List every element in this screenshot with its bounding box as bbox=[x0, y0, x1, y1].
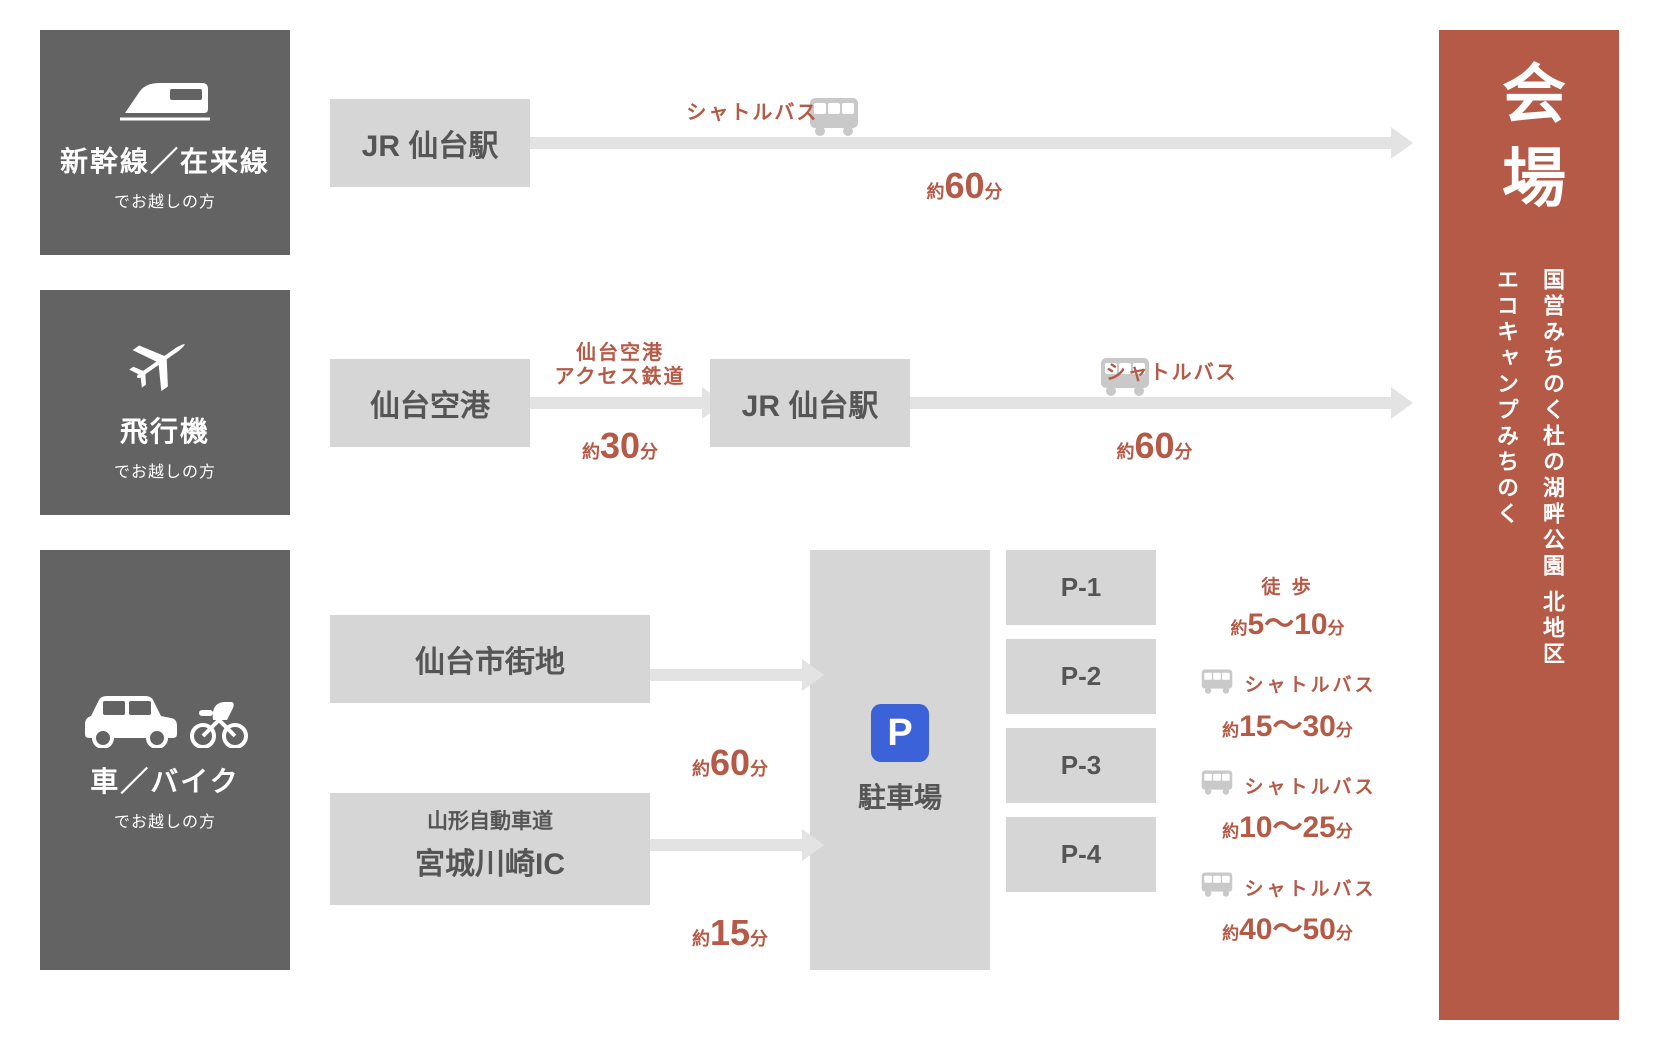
arrow-method-2a: 仙台空港アクセス鉄道 bbox=[530, 341, 710, 389]
station-miyagi-kawasaki-ic: 宮城川崎IC bbox=[330, 835, 650, 905]
origin-title-plane: 飛行機 bbox=[120, 410, 210, 450]
plane-icon bbox=[123, 323, 207, 398]
route-row-train: 新幹線／在来線 でお越しの方 JR 仙台駅 シャトルバス 約60分 bbox=[40, 30, 1419, 255]
arrow-duration-2a: 約30分 bbox=[530, 425, 710, 467]
route-row-car: 車／バイク でお越しの方 仙台市街地 山形自動車道 宮城川崎IC 約60分 bbox=[40, 550, 1419, 970]
p-time-4: シャトルバス 約40〜50分 bbox=[1176, 870, 1399, 948]
p-time-1-dur: 約5〜10分 bbox=[1230, 599, 1344, 643]
p-time-3-dur: 約10〜25分 bbox=[1222, 802, 1353, 846]
p-time-1: 徒 歩 約5〜10分 bbox=[1176, 572, 1399, 643]
parking-slot-2: P-2 bbox=[1006, 639, 1156, 714]
arrow-method-1: シャトルバス bbox=[686, 101, 818, 125]
arrow-airport-to-jr: 仙台空港アクセス鉄道 約30分 bbox=[530, 363, 710, 443]
parking-label: 駐車場 bbox=[858, 776, 942, 816]
route-row-plane: 飛行機 でお越しの方 仙台空港 仙台空港アクセス鉄道 約30分 JR 仙台駅 シ… bbox=[40, 290, 1419, 515]
lane-train: JR 仙台駅 シャトルバス 約60分 bbox=[290, 30, 1419, 255]
station-jr-sendai-2: JR 仙台駅 bbox=[710, 359, 910, 447]
parking-slots: P-1 P-2 P-3 P-4 bbox=[1006, 550, 1156, 970]
arrow-jr-to-venue-2: シャトルバス 約60分 bbox=[910, 363, 1399, 443]
station-sendai-city: 仙台市街地 bbox=[330, 615, 650, 703]
parking-slot-3: P-3 bbox=[1006, 728, 1156, 803]
arrow-duration-3b: 約15分 bbox=[650, 912, 810, 954]
p-time-4-method: シャトルバス bbox=[1198, 870, 1376, 904]
p-time-2-dur: 約15〜30分 bbox=[1222, 701, 1353, 745]
venue-panel: 会場 国営みちのく杜の湖畔公園 北地区 エコキャンプみちのく bbox=[1439, 30, 1619, 1020]
parking-slot-1: P-1 bbox=[1006, 550, 1156, 625]
origin-title-train: 新幹線／在来線 bbox=[60, 140, 270, 180]
p-time-3: シャトルバス 約10〜25分 bbox=[1176, 768, 1399, 846]
venue-subtitle-wrap: 国営みちのく杜の湖畔公園 北地区 エコキャンプみちのく bbox=[1490, 268, 1568, 668]
parking-box: P 駐車場 bbox=[810, 550, 990, 970]
p-time-2: シャトルバス 約15〜30分 bbox=[1176, 667, 1399, 745]
lane-plane: 仙台空港 仙台空港アクセス鉄道 約30分 JR 仙台駅 シャトルバス 約60分 bbox=[290, 290, 1419, 515]
bus-icon bbox=[1198, 768, 1236, 802]
venue-subtitle-1: 国営みちのく杜の湖畔公園 北地区 bbox=[1536, 268, 1568, 668]
origin-title-car: 車／バイク bbox=[90, 760, 239, 800]
arrow-route-a: 約60分 bbox=[650, 590, 810, 760]
station-jr-sendai-1: JR 仙台駅 bbox=[330, 99, 530, 187]
venue-subtitle-2: エコキャンプみちのく bbox=[1490, 268, 1522, 668]
parking-slot-4: P-4 bbox=[1006, 817, 1156, 892]
p-time-1-method: 徒 歩 bbox=[1261, 572, 1313, 599]
parking-icon: P bbox=[871, 704, 929, 762]
origin-sub-train: でお越しの方 bbox=[114, 188, 216, 212]
bus-icon bbox=[1198, 667, 1236, 701]
car-bike-icon bbox=[81, 688, 249, 748]
car-routes: 仙台市街地 山形自動車道 宮城川崎IC bbox=[330, 550, 650, 970]
train-icon bbox=[120, 73, 210, 128]
origin-box-train: 新幹線／在来線 でお越しの方 bbox=[40, 30, 290, 255]
p-time-4-dur: 約40〜50分 bbox=[1222, 904, 1353, 948]
arrow-route-b: 約15分 bbox=[650, 760, 810, 930]
p-time-2-method: シャトルバス bbox=[1198, 667, 1376, 701]
parking-times: 徒 歩 約5〜10分 シャトルバス 約15〜30分 シャトルバス 約10〜25分 bbox=[1156, 550, 1399, 970]
arrow-train-to-venue: シャトルバス 約60分 bbox=[530, 103, 1399, 183]
origin-sub-car: でお越しの方 bbox=[114, 808, 216, 832]
arrow-duration-2b: 約60分 bbox=[910, 425, 1399, 467]
station-sendai-airport: 仙台空港 bbox=[330, 359, 530, 447]
arrow-method-2b: シャトルバス bbox=[1106, 361, 1238, 385]
station-yamagata-sup: 山形自動車道 bbox=[330, 793, 650, 835]
origin-box-car: 車／バイク でお越しの方 bbox=[40, 550, 290, 970]
bus-icon bbox=[1198, 870, 1236, 904]
origin-box-plane: 飛行機 でお越しの方 bbox=[40, 290, 290, 515]
route-b: 山形自動車道 宮城川崎IC bbox=[330, 793, 650, 905]
p-time-3-method: シャトルバス bbox=[1198, 768, 1376, 802]
venue-title: 会場 bbox=[1483, 60, 1575, 228]
route-a: 仙台市街地 bbox=[330, 615, 650, 703]
lane-car: 仙台市街地 山形自動車道 宮城川崎IC 約60分 約15分 bbox=[290, 550, 1419, 970]
arrow-duration-1: 約60分 bbox=[530, 165, 1399, 207]
origin-sub-plane: でお越しの方 bbox=[114, 458, 216, 482]
